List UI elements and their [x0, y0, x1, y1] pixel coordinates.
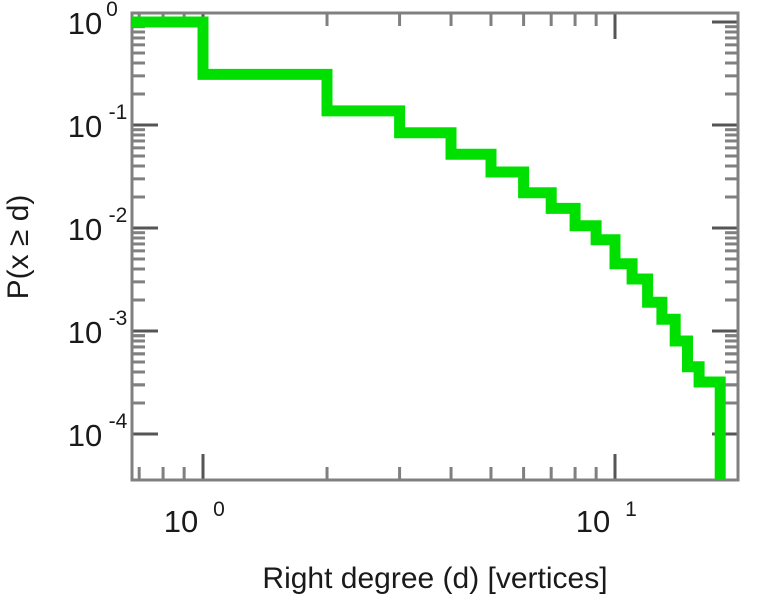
data-series-line	[132, 16, 726, 480]
y-tick-label: 10 -3	[68, 307, 128, 350]
y-tick-label-exponent: -4	[109, 410, 128, 433]
data-series-layer	[132, 16, 726, 480]
y-tick-label-exponent: 0	[106, 0, 118, 21]
y-axis-title: P(x ≥ d)	[2, 195, 35, 300]
y-tick-label-mantissa: 10	[68, 212, 102, 247]
x-tick-label: 10 0	[164, 498, 225, 539]
x-axis-title: Right degree (d) [vertices]	[262, 562, 607, 595]
y-tick-label-mantissa: 10	[68, 109, 102, 144]
y-tick-label: 10 -1	[68, 101, 128, 144]
axes-frame	[130, 11, 740, 482]
x-tick-label-exponent: 0	[213, 498, 225, 521]
y-tick-label-mantissa: 10	[68, 6, 102, 41]
y-tick-label: 10 0	[68, 0, 118, 41]
y-tick-label: 10 -4	[68, 410, 128, 453]
y-tick-label-exponent: -3	[109, 307, 128, 330]
y-tick-label-mantissa: 10	[68, 315, 102, 350]
minor-tick-marks	[132, 13, 738, 480]
y-tick-label-mantissa: 10	[68, 418, 102, 453]
x-tick-label-mantissa: 10	[576, 504, 610, 539]
x-tick-label-exponent: 1	[625, 498, 637, 521]
y-tick-label-exponent: -1	[109, 101, 128, 124]
x-tick-label: 10 1	[576, 498, 637, 539]
y-tick-label: 10 -2	[68, 204, 128, 247]
x-tick-label-mantissa: 10	[164, 504, 198, 539]
y-tick-label-exponent: -2	[109, 204, 128, 227]
